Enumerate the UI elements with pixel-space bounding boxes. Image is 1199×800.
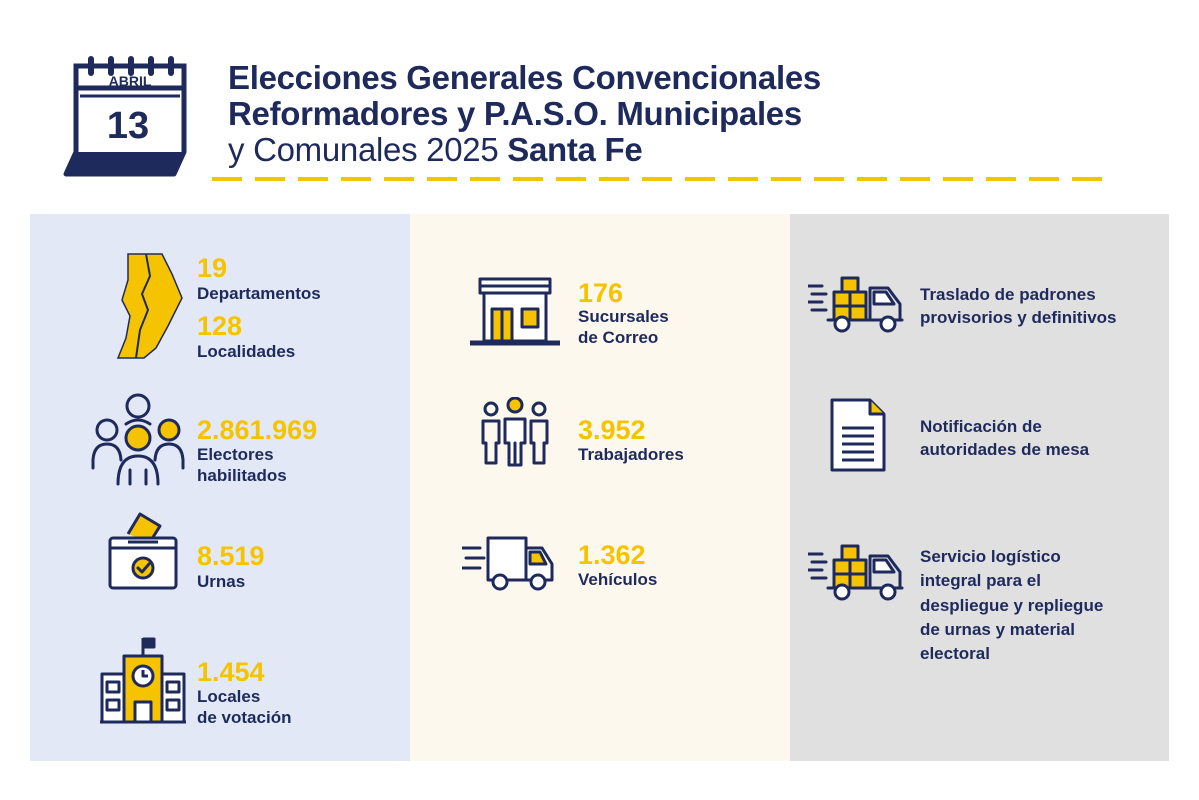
logistics-line3: despliegue y repliegue [920, 596, 1104, 615]
title-line-3-regular: y Comunales 2025 [228, 131, 508, 168]
branches-label-line2: de Correo [578, 328, 659, 347]
transfer-line2: provisorios y definitivos [920, 308, 1117, 327]
polling-places-label-line1: Locales [197, 687, 261, 706]
logistics-line5: electoral [920, 644, 990, 663]
panel-correo-resources [410, 214, 790, 761]
cargo-truck-icon [808, 274, 906, 334]
calendar-day: 13 [107, 105, 149, 147]
notification-line1: Notificación de [920, 417, 1042, 436]
ballot-boxes-label: Urnas [197, 572, 246, 591]
title-line-3-bold: Santa Fe [507, 131, 643, 168]
voters-label-line1: Electores [197, 445, 274, 464]
document-icon [828, 398, 888, 474]
calendar-month: ABRIL [109, 73, 152, 89]
page-title: Elecciones Generales Convencionales Refo… [228, 60, 948, 168]
post-office-icon [470, 277, 560, 349]
title-line-2: Reformadores y P.A.S.O. Municipales [228, 95, 802, 132]
ballot-box-icon [106, 512, 180, 592]
title-line-1: Elecciones Generales Convencionales [228, 59, 821, 96]
transfer-line1: Traslado de padrones [920, 285, 1096, 304]
cargo-truck-icon [808, 542, 906, 602]
santa-fe-map-icon [116, 250, 192, 362]
departments-count: 19 [197, 253, 228, 283]
title-line-3: y Comunales 2025 Santa Fe [228, 132, 948, 168]
polling-places-label-line2: de votación [197, 708, 292, 727]
people-group-icon [90, 390, 186, 486]
voters-count: 2.861.969 [197, 415, 318, 445]
panel-electoral-data [30, 214, 410, 761]
title-divider [212, 176, 1108, 182]
delivery-van-icon [462, 532, 558, 592]
workers-icon [480, 397, 550, 467]
workers-count: 3.952 [578, 415, 646, 445]
logistics-line2: integral para el [920, 571, 1041, 590]
branches-count: 176 [578, 278, 624, 308]
vehicles-count: 1.362 [578, 540, 646, 570]
workers-label: Trabajadores [578, 445, 684, 464]
ballot-boxes-count: 8.519 [197, 541, 265, 571]
localities-label: Localidades [197, 342, 296, 361]
logistics-line4: de urnas y material [920, 620, 1075, 639]
calendar-icon: ABRIL 13 [62, 52, 194, 184]
school-building-icon [100, 636, 186, 726]
departments-label: Departamentos [197, 284, 321, 303]
localities-count: 128 [197, 311, 243, 341]
vehicles-label: Vehículos [578, 570, 658, 589]
logistics-line1: Servicio logístico [920, 547, 1061, 566]
polling-places-count: 1.454 [197, 657, 265, 687]
voters-label-line2: habilitados [197, 466, 287, 485]
notification-line2: autoridades de mesa [920, 440, 1090, 459]
branches-label-line1: Sucursales [578, 307, 669, 326]
